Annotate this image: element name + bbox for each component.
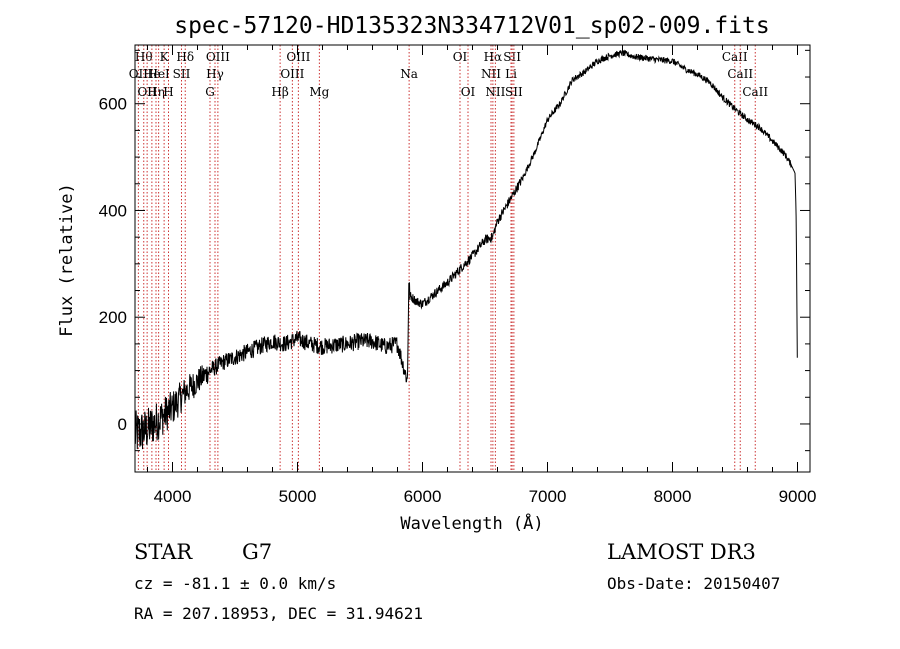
obs-date: Obs-Date: 20150407: [607, 574, 781, 593]
marker-label: Hα: [484, 50, 503, 64]
coordinates: RA = 207.18953, DEC = 31.94621: [134, 604, 423, 623]
marker-label: NII: [481, 67, 501, 81]
marker-label: SII: [173, 67, 191, 81]
x-tick-label: 9000: [779, 487, 817, 506]
marker-label: NII: [485, 85, 505, 99]
y-tick-label: 400: [99, 201, 127, 220]
marker-label: OI: [453, 50, 468, 64]
x-tick-label: 8000: [654, 487, 692, 506]
survey-name: LAMOST DR3: [607, 540, 756, 564]
subclass: G7: [242, 540, 273, 564]
x-tick-label: 4000: [154, 487, 192, 506]
marker-label: Mg: [309, 85, 329, 99]
marker-label: SII: [505, 85, 523, 99]
plot-frame: [134, 44, 811, 473]
x-tick-label: 5000: [279, 487, 317, 506]
marker-label: OII: [129, 67, 149, 81]
marker-label: OIII: [286, 50, 310, 64]
marker-label: CaII: [722, 50, 748, 64]
spectrum-line: [134, 48, 798, 450]
y-tick-label: 600: [99, 95, 127, 114]
marker-label: CaII: [727, 67, 753, 81]
y-tick-label: 200: [99, 308, 127, 327]
marker-label: OIII: [206, 50, 230, 64]
marker-label: Hθ: [135, 50, 153, 64]
marker-label: K: [160, 50, 170, 64]
marker-label: OI: [461, 85, 476, 99]
line-markers: HθOIIOIIHeHηKHeIHSIIHδGHγOIIIHβOIIIOIIIM…: [129, 45, 768, 472]
marker-label: SII: [503, 50, 521, 64]
y-tick-label: 0: [118, 415, 127, 434]
marker-label: Hη: [147, 85, 165, 99]
redshift-readout: cz = -81.1 ± 0.0 km/s: [134, 574, 337, 593]
y-axis-label: Flux (relative): [57, 183, 77, 337]
marker-label: Li: [505, 67, 517, 81]
marker-label: Na: [400, 67, 418, 81]
marker-label: G: [205, 85, 215, 99]
x-tick-label: 7000: [529, 487, 567, 506]
chart-title: spec-57120-HD135323N334712V01_sp02-009.f…: [174, 13, 769, 39]
marker-label: H: [163, 85, 173, 99]
marker-label: Hδ: [176, 50, 194, 64]
spectrum-series: [134, 48, 798, 450]
object-class: STAR: [134, 540, 193, 564]
x-tick-label: 6000: [404, 487, 442, 506]
x-axis-label: Wavelength (Å): [400, 512, 543, 534]
marker-label: CaII: [742, 85, 768, 99]
marker-label: HeI: [147, 67, 170, 81]
marker-label: OIII: [280, 67, 304, 81]
marker-label: Hγ: [206, 67, 224, 81]
axis-ticks: 4000 5000 6000 7000 8000 9000 0 200 400 600: [99, 45, 817, 506]
marker-label: Hβ: [271, 85, 288, 99]
